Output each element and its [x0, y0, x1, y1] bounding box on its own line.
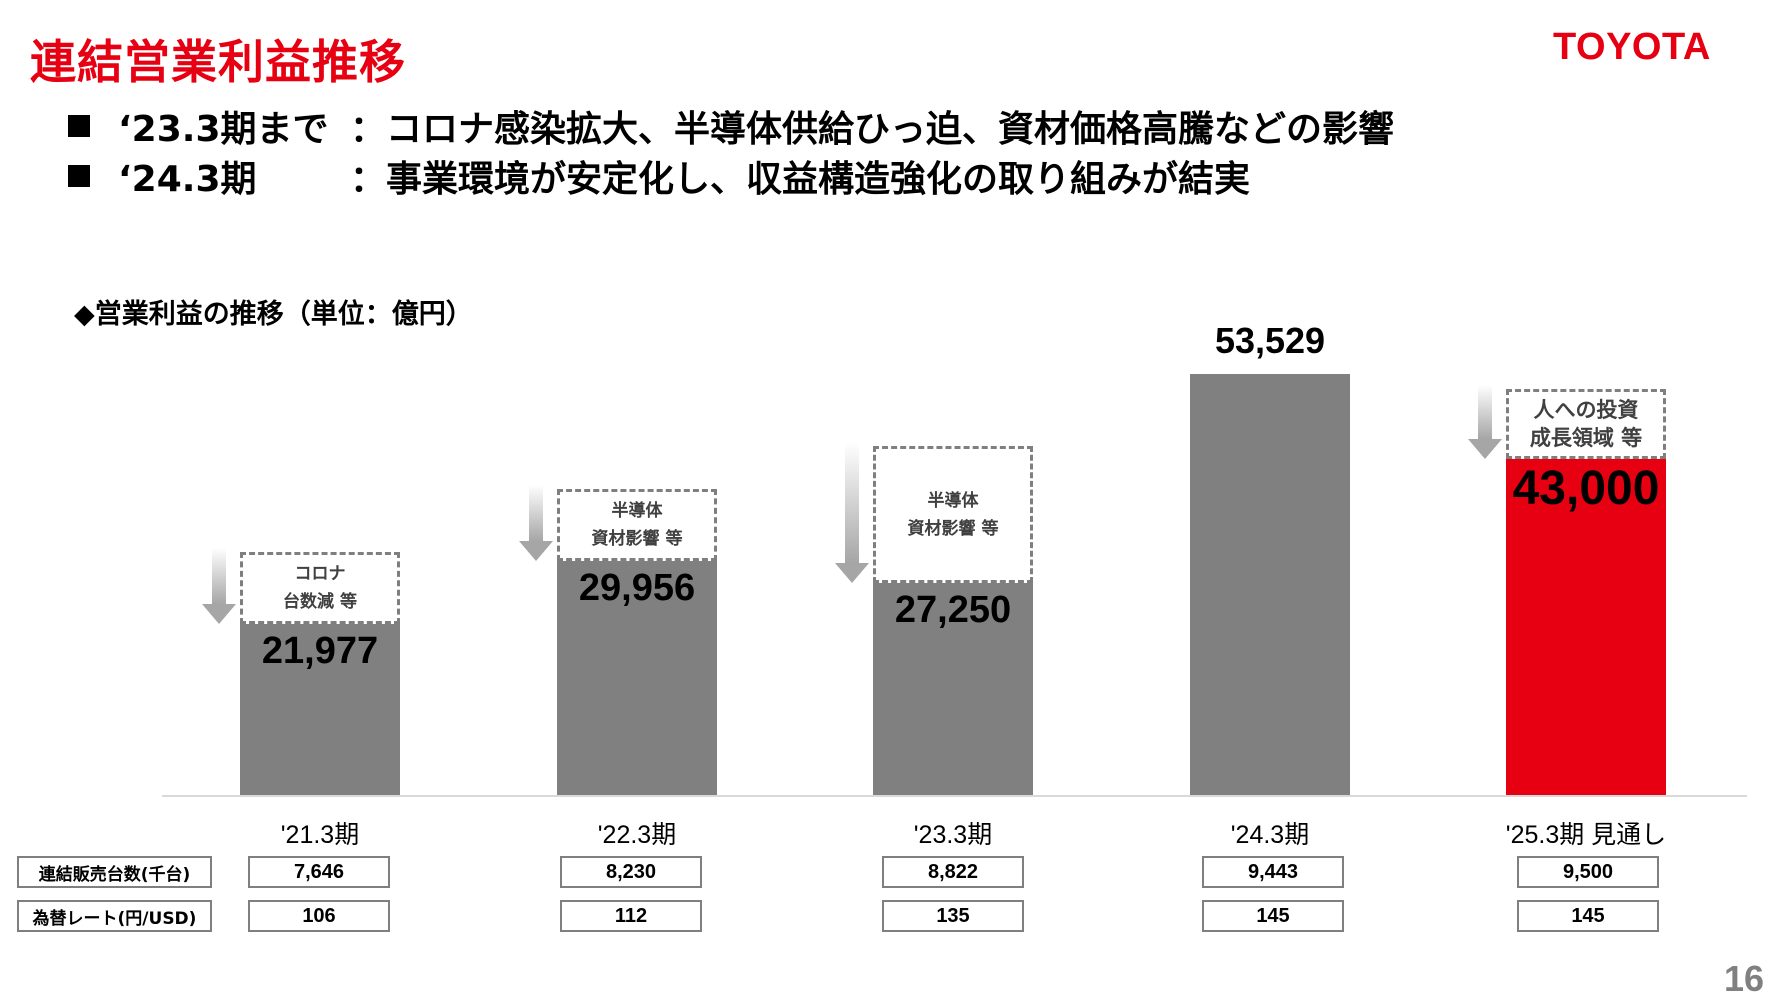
fx-rate-cell: 106 — [248, 900, 390, 932]
decline-factor-text: 資材影響 等 — [591, 529, 683, 549]
bullet-period: ‘23.3期まで — [118, 109, 329, 150]
category-label: '21.3期 — [280, 821, 360, 849]
bullet-text: ：事業環境が安定化し、収益構造強化の取り組みが結実 — [350, 159, 1251, 200]
bullet-period: ‘24.3期 — [118, 159, 257, 200]
row-label-sales: 連結販売台数(千台) — [17, 856, 212, 888]
category-label: '23.3期 — [913, 821, 993, 849]
decline-factor-text: 人への投資 — [1533, 398, 1639, 422]
decline-factor-text: 成長領域 等 — [1529, 426, 1643, 450]
decline-factor-text: コロナ — [294, 564, 346, 584]
bar-value-label: 29,956 — [578, 567, 696, 609]
chart-subtitle: ◆営業利益の推移（単位：億円） — [74, 299, 473, 330]
sales-volume-cell: 8,822 — [882, 856, 1024, 888]
bar-4 — [1506, 457, 1666, 795]
bar-value-label: 27,250 — [894, 589, 1012, 631]
bar-value-label: 43,000 — [1512, 462, 1660, 515]
fx-rate-cell: 145 — [1202, 900, 1344, 932]
bar-3 — [1190, 374, 1350, 795]
chart-baseline — [162, 795, 1747, 797]
decline-factor-text: 半導体 — [927, 490, 979, 511]
down-arrow-icon — [202, 548, 236, 624]
fx-rate-cell: 135 — [882, 900, 1024, 932]
down-arrow-icon — [519, 485, 553, 561]
bullet-text: ：コロナ感染拡大、半導体供給ひっ迫、資材価格高騰などの影響 — [350, 109, 1395, 150]
decline-factor-text: 半導体 — [611, 501, 663, 521]
sales-volume-cell: 9,443 — [1202, 856, 1344, 888]
decline-factor-box: 半導体 資材影響 等 — [557, 489, 717, 561]
category-label: '22.3期 — [597, 821, 677, 849]
down-arrow-icon — [835, 442, 869, 583]
fx-rate-cell: 145 — [1517, 900, 1659, 932]
bar-0 — [240, 622, 400, 795]
decline-factor-text: 資材影響 等 — [907, 518, 999, 539]
page-number: 16 — [1724, 958, 1765, 999]
sales-volume-cell: 9,500 — [1517, 856, 1659, 888]
sales-volume-cell: 8,230 — [560, 856, 702, 888]
decline-factor-box: コロナ 台数減 等 — [240, 552, 400, 624]
square-bullet-icon — [68, 165, 90, 187]
decline-factor-box: 人への投資成長領域 等 — [1506, 389, 1666, 459]
category-label: '24.3期 — [1230, 821, 1310, 849]
sales-volume-cell: 7,646 — [248, 856, 390, 888]
row-label-fx-rate: 為替レート(円/USD) — [17, 900, 212, 932]
decline-factor-box: 半導体 資材影響 等 — [873, 446, 1033, 583]
bullet-item: ‘23.3期まで ：コロナ感染拡大、半導体供給ひっ迫、資材価格高騰などの影響 — [68, 100, 1394, 152]
down-arrow-icon — [1468, 385, 1502, 459]
square-bullet-icon — [68, 115, 90, 137]
bar-value-label: 21,977 — [261, 630, 379, 672]
fx-rate-cell: 112 — [560, 900, 702, 932]
bullet-item: ‘24.3期 ：事業環境が安定化し、収益構造強化の取り組みが結実 — [68, 150, 1250, 202]
decline-factor-text: 台数減 等 — [283, 592, 357, 612]
bar-1 — [557, 559, 717, 795]
bar-value-label: 53,529 — [1214, 320, 1326, 361]
bar-2 — [873, 581, 1033, 795]
category-label: '25.3期 見通し — [1505, 821, 1667, 849]
slide-title: 連結営業利益推移 — [30, 35, 406, 89]
toyota-logo: TOYOTA — [1553, 26, 1711, 68]
